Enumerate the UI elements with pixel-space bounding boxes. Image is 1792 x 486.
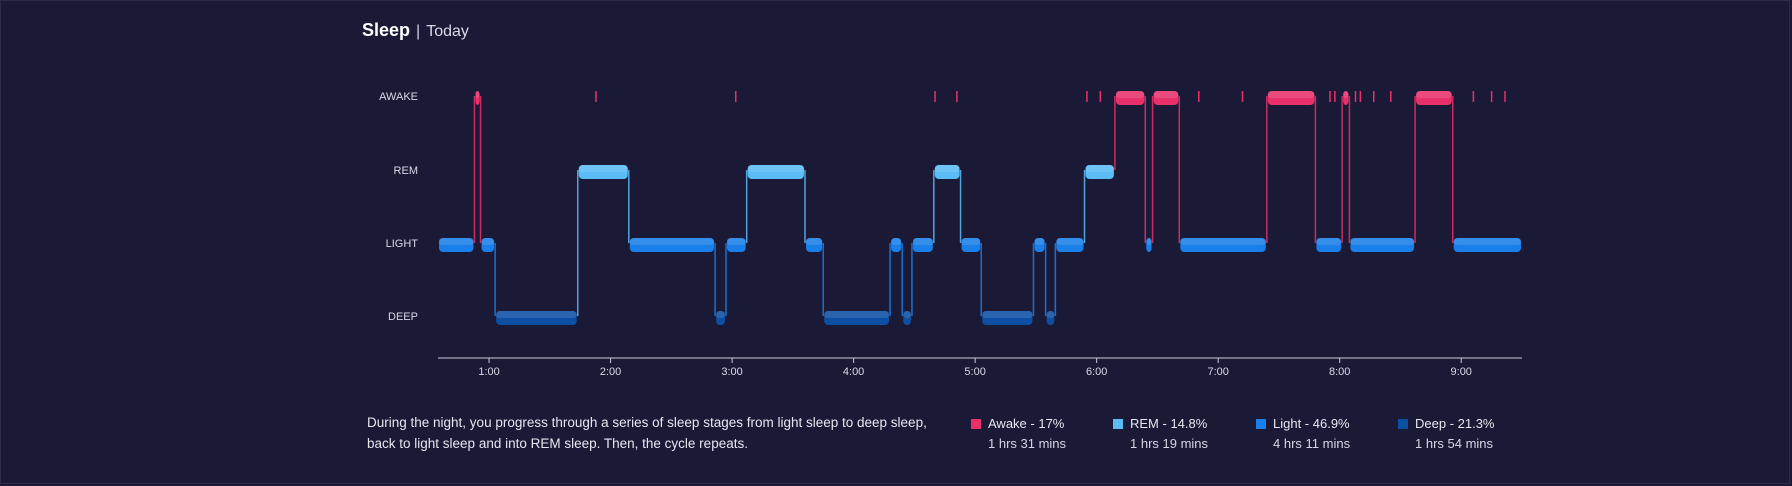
- x-tick-label: 8:00: [1329, 366, 1350, 378]
- stage-segment-highlight: [1153, 91, 1179, 98]
- stage-segment-highlight: [747, 165, 805, 172]
- stage-segment-highlight: [961, 238, 981, 245]
- stage-segment-highlight: [891, 238, 902, 245]
- stage-segment-highlight: [1416, 91, 1452, 98]
- legend-duration: 4 hrs 11 mins: [1273, 436, 1351, 451]
- stage-segment-awake: [1343, 91, 1349, 105]
- stage-segment-highlight: [1056, 238, 1084, 245]
- stage-segment-awake: [475, 91, 480, 105]
- legend-label: Light - 46.9%: [1273, 416, 1350, 431]
- x-tick-label: 6:00: [1086, 366, 1107, 378]
- stage-segment-highlight: [806, 238, 823, 245]
- stage-segment-light: [1146, 238, 1152, 252]
- legend-label: Deep - 21.3%: [1415, 416, 1495, 431]
- x-tick-label: 3:00: [721, 366, 742, 378]
- stage-segment-highlight: [934, 165, 960, 172]
- stage-segment-highlight: [481, 238, 495, 245]
- stage-segment-highlight: [727, 238, 746, 245]
- stage-segment-highlight: [912, 238, 933, 245]
- x-tick-label: 2:00: [600, 366, 621, 378]
- stage-segment-awake: [1115, 91, 1145, 105]
- stage-segment-highlight: [1034, 238, 1045, 245]
- legend-item-deep: Deep - 21.3% 1 hrs 54 mins: [1398, 414, 1495, 454]
- legend-duration: 1 hrs 31 mins: [988, 436, 1067, 451]
- stage-segment-awake: [1267, 91, 1315, 105]
- stage-segment-highlight: [475, 91, 480, 98]
- legend-item-rem: REM - 14.8% 1 hrs 19 mins: [1113, 414, 1208, 454]
- y-label-rem: REM: [394, 165, 418, 177]
- y-label-deep: DEEP: [388, 311, 418, 323]
- stage-segment-rem: [747, 165, 805, 179]
- legend-swatch-deep: [1398, 419, 1408, 429]
- stage-segment-highlight: [1085, 165, 1114, 172]
- legend-duration: 1 hrs 19 mins: [1130, 436, 1209, 451]
- stage-segment-highlight: [1180, 238, 1266, 245]
- legend-swatch-rem: [1113, 419, 1123, 429]
- stage-segment-light: [727, 238, 746, 252]
- legend-label: Awake - 17%: [988, 416, 1065, 431]
- stage-segment-highlight: [982, 311, 1033, 318]
- stage-segment-deep: [903, 311, 911, 325]
- stage-segment-highlight: [629, 238, 715, 245]
- legend-swatch-awake: [971, 419, 981, 429]
- stage-segment-highlight: [1453, 238, 1521, 245]
- y-label-light: LIGHT: [386, 238, 419, 250]
- chart-header: Sleep | Today: [362, 20, 469, 41]
- stage-segment-light: [629, 238, 715, 252]
- stage-segment-rem: [578, 165, 628, 179]
- stage-segment-awake: [1153, 91, 1179, 105]
- x-tick-label: 5:00: [964, 366, 985, 378]
- legend-item-light: Light - 46.9% 4 hrs 11 mins: [1256, 414, 1350, 454]
- stage-segment-rem: [934, 165, 960, 179]
- period-label: Today: [426, 23, 469, 40]
- stage-segment-deep: [496, 311, 577, 325]
- stage-segment-highlight: [716, 311, 726, 318]
- stage-segment-light: [1034, 238, 1045, 252]
- chart-title: Sleep: [362, 20, 411, 40]
- stage-segment-light: [1056, 238, 1084, 252]
- stage-segment-highlight: [439, 238, 474, 245]
- stage-segment-highlight: [1343, 91, 1349, 98]
- stage-segment-highlight: [1046, 311, 1055, 318]
- stage-segment-awake: [1416, 91, 1452, 105]
- stage-segment-light: [481, 238, 495, 252]
- stage-segment-highlight: [1350, 238, 1415, 245]
- stage-segment-highlight: [824, 311, 890, 318]
- stage-segment-light: [1180, 238, 1266, 252]
- sleep-stages-chart: AWAKE REM LIGHT DEEP 1:00 2:00 3:00 4:00 5:00 6:0…: [379, 91, 1522, 378]
- stage-segment-highlight: [1146, 238, 1152, 245]
- stage-segment-highlight: [1316, 238, 1342, 245]
- x-tick-label: 1:00: [478, 366, 499, 378]
- stage-segment-highlight: [903, 311, 911, 318]
- stage-segment-highlight: [1115, 91, 1145, 98]
- stage-segment-deep: [716, 311, 726, 325]
- stage-segment-deep: [982, 311, 1033, 325]
- stage-segment-light: [961, 238, 981, 252]
- stage-segment-deep: [824, 311, 890, 325]
- stage-segment-light: [439, 238, 474, 252]
- legend-swatch-light: [1256, 419, 1266, 429]
- x-tick-label: 4:00: [843, 366, 864, 378]
- stage-segment-deep: [1046, 311, 1055, 325]
- title-separator: |: [416, 23, 421, 40]
- stage-segment-light: [806, 238, 823, 252]
- stage-segment-highlight: [1267, 91, 1315, 98]
- stage-segment-highlight: [496, 311, 577, 318]
- stage-segment-light: [891, 238, 902, 252]
- x-tick-label: 9:00: [1451, 366, 1472, 378]
- y-label-awake: AWAKE: [379, 91, 418, 103]
- x-tick-label: 7:00: [1207, 366, 1228, 378]
- sleep-description: During the night, you progress through a…: [367, 415, 927, 451]
- legend-item-awake: Awake - 17% 1 hrs 31 mins: [971, 414, 1066, 454]
- stage-segment-light: [1453, 238, 1521, 252]
- legend-duration: 1 hrs 54 mins: [1415, 436, 1494, 451]
- stage-segment-highlight: [578, 165, 628, 172]
- stage-segment-light: [912, 238, 933, 252]
- stage-segment-rem: [1085, 165, 1114, 179]
- legend-label: REM - 14.8%: [1130, 416, 1208, 431]
- stage-segment-light: [1316, 238, 1342, 252]
- stage-segment-light: [1350, 238, 1415, 252]
